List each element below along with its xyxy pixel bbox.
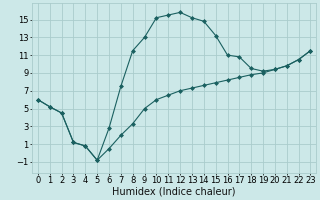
X-axis label: Humidex (Indice chaleur): Humidex (Indice chaleur) bbox=[112, 187, 236, 197]
